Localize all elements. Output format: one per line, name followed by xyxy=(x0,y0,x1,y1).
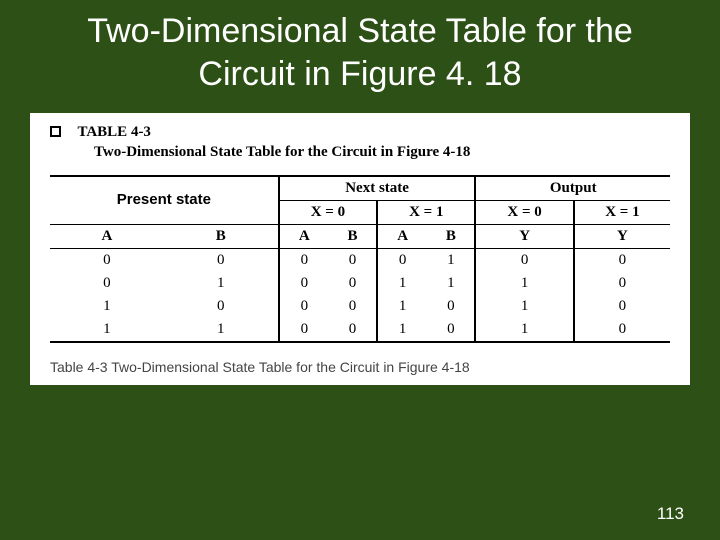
header-x0-next: X = 0 xyxy=(279,201,377,225)
cell: 0 xyxy=(427,318,475,342)
header-x0-out: X = 0 xyxy=(475,201,573,225)
cell: 0 xyxy=(164,249,279,273)
cell: 1 xyxy=(164,272,279,295)
table-header-line: TABLE 4-3 xyxy=(50,123,670,141)
square-bullet-icon xyxy=(50,126,61,137)
cell: 1 xyxy=(427,272,475,295)
cell: 0 xyxy=(329,272,377,295)
table-row: 0 1 0 0 1 1 1 0 xyxy=(50,272,670,295)
col-A-ps: A xyxy=(50,225,164,249)
table-subtitle: Two-Dimensional State Table for the Circ… xyxy=(94,143,670,161)
table-container: TABLE 4-3 Two-Dimensional State Table fo… xyxy=(30,113,690,385)
cell: 1 xyxy=(475,318,573,342)
cell: 0 xyxy=(279,272,329,295)
cell: 1 xyxy=(377,272,427,295)
header-x1-next: X = 1 xyxy=(377,201,475,225)
cell: 0 xyxy=(427,295,475,318)
cell: 1 xyxy=(164,318,279,342)
cell: 0 xyxy=(279,249,329,273)
cell: 0 xyxy=(574,249,670,273)
cell: 1 xyxy=(475,272,573,295)
cell: 0 xyxy=(50,272,164,295)
cell: 0 xyxy=(279,318,329,342)
col-Y1: Y xyxy=(574,225,670,249)
col-B-ps: B xyxy=(164,225,279,249)
page-number: 113 xyxy=(657,504,684,524)
table-row: 1 0 0 0 1 0 1 0 xyxy=(50,295,670,318)
cell: 1 xyxy=(377,295,427,318)
cell: 0 xyxy=(574,295,670,318)
cell: 1 xyxy=(475,295,573,318)
cell: 0 xyxy=(50,249,164,273)
cell: 0 xyxy=(377,249,427,273)
header-next-state: Next state xyxy=(279,176,476,201)
cell: 0 xyxy=(164,295,279,318)
cell: 1 xyxy=(377,318,427,342)
table-row: 1 1 0 0 1 0 1 0 xyxy=(50,318,670,342)
col-B-ns1: B xyxy=(427,225,475,249)
table-label: TABLE 4-3 xyxy=(77,124,150,140)
slide-title: Two-Dimensional State Table for the Circ… xyxy=(0,0,720,113)
col-A-ns1: A xyxy=(377,225,427,249)
cell: 0 xyxy=(475,249,573,273)
header-x1-out: X = 1 xyxy=(574,201,670,225)
table-row: 0 0 0 0 0 1 0 0 xyxy=(50,249,670,273)
cell: 1 xyxy=(50,295,164,318)
cell: 0 xyxy=(329,318,377,342)
col-Y0: Y xyxy=(475,225,573,249)
cell: 1 xyxy=(50,318,164,342)
cell: 0 xyxy=(574,318,670,342)
cell: 1 xyxy=(427,249,475,273)
cell: 0 xyxy=(329,295,377,318)
cell: 0 xyxy=(279,295,329,318)
cell: 0 xyxy=(574,272,670,295)
state-table: Present state Next state Output X = 0 X … xyxy=(50,175,670,343)
col-B-ns0: B xyxy=(329,225,377,249)
col-A-ns0: A xyxy=(279,225,329,249)
header-present-state: Present state xyxy=(50,176,279,225)
table-caption: Table 4-3 Two-Dimensional State Table fo… xyxy=(50,353,670,375)
header-output: Output xyxy=(475,176,670,201)
cell: 0 xyxy=(329,249,377,273)
